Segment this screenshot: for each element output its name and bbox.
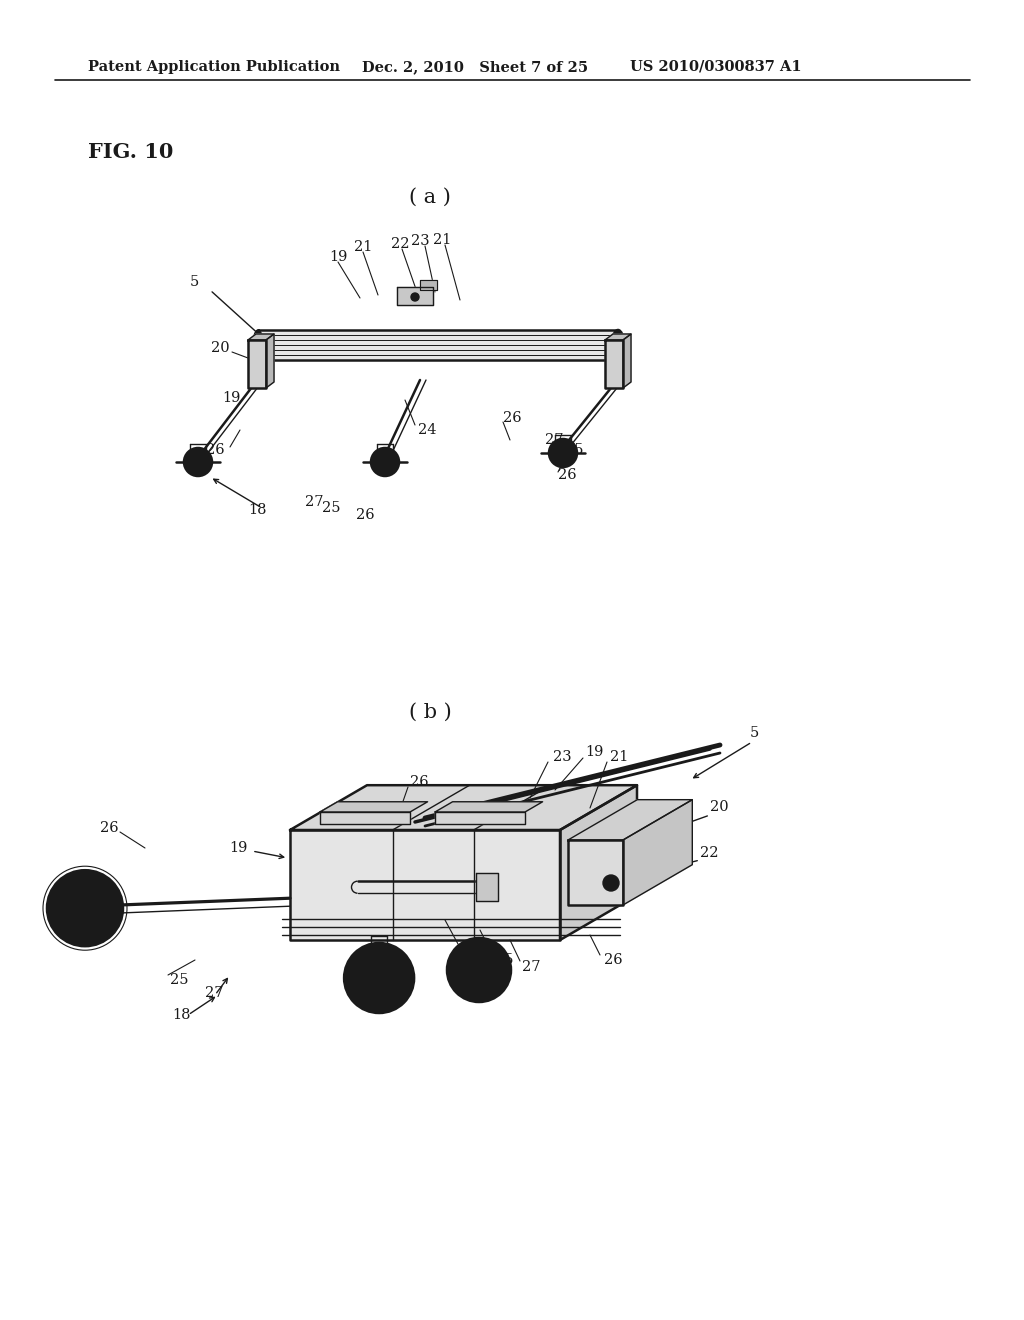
Text: 20: 20 [710, 800, 729, 814]
Polygon shape [435, 801, 543, 812]
Circle shape [344, 942, 414, 1012]
Text: 22: 22 [700, 846, 719, 861]
Circle shape [380, 457, 390, 467]
Text: 20: 20 [211, 341, 230, 355]
Ellipse shape [612, 330, 624, 360]
Polygon shape [623, 334, 631, 388]
Circle shape [476, 968, 482, 973]
Text: 23: 23 [411, 234, 429, 248]
Text: 25: 25 [565, 444, 584, 457]
Text: 24: 24 [418, 422, 436, 437]
Text: Dec. 2, 2010   Sheet 7 of 25: Dec. 2, 2010 Sheet 7 of 25 [362, 59, 588, 74]
Polygon shape [319, 812, 410, 824]
Text: 25: 25 [322, 502, 341, 515]
Text: 23: 23 [553, 750, 571, 764]
Circle shape [603, 875, 618, 891]
Circle shape [47, 870, 123, 946]
Text: 27: 27 [522, 960, 541, 974]
Text: 26: 26 [604, 953, 623, 968]
Text: 19: 19 [585, 744, 603, 759]
Text: 21: 21 [354, 240, 372, 253]
Polygon shape [397, 286, 433, 305]
Polygon shape [605, 334, 631, 341]
Text: 26: 26 [558, 469, 577, 482]
Text: 27: 27 [545, 433, 563, 447]
Text: 18: 18 [248, 503, 266, 517]
Circle shape [447, 939, 511, 1002]
Text: FIG. 10: FIG. 10 [88, 143, 173, 162]
Polygon shape [605, 341, 623, 388]
Circle shape [73, 896, 97, 920]
Text: 18: 18 [172, 1008, 190, 1022]
Text: 5: 5 [750, 726, 759, 741]
Text: 25: 25 [495, 953, 513, 968]
Text: 19: 19 [229, 841, 248, 855]
Polygon shape [248, 334, 274, 341]
Text: 26: 26 [356, 508, 375, 521]
Circle shape [558, 447, 568, 458]
Text: 21: 21 [610, 750, 629, 764]
Polygon shape [568, 800, 692, 840]
Text: 26: 26 [207, 444, 225, 457]
Polygon shape [258, 330, 618, 360]
Text: Patent Application Publication: Patent Application Publication [88, 59, 340, 74]
Text: 21: 21 [460, 942, 478, 957]
Text: 27: 27 [305, 495, 324, 510]
Polygon shape [319, 801, 428, 812]
Text: 26: 26 [362, 993, 381, 1007]
Polygon shape [266, 334, 274, 388]
Polygon shape [560, 785, 637, 940]
Text: 26: 26 [503, 411, 521, 425]
Polygon shape [248, 341, 266, 388]
Text: 5: 5 [190, 275, 200, 289]
Circle shape [369, 968, 389, 987]
Text: 26: 26 [410, 775, 429, 789]
Text: 27: 27 [205, 986, 223, 1001]
Polygon shape [435, 812, 525, 824]
Polygon shape [290, 830, 560, 940]
Circle shape [193, 457, 203, 467]
Circle shape [184, 447, 212, 477]
Circle shape [469, 960, 489, 979]
Text: ( a ): ( a ) [409, 187, 451, 206]
Text: 26: 26 [100, 821, 119, 836]
Text: ( b ): ( b ) [409, 702, 452, 722]
Circle shape [371, 447, 399, 477]
Polygon shape [290, 785, 637, 830]
Circle shape [81, 904, 89, 912]
Text: 21: 21 [433, 234, 452, 247]
Polygon shape [420, 280, 437, 290]
Circle shape [549, 440, 577, 467]
Polygon shape [623, 800, 692, 906]
Circle shape [608, 880, 614, 886]
Ellipse shape [253, 330, 263, 360]
Text: 19: 19 [222, 391, 241, 405]
Circle shape [411, 293, 419, 301]
Text: 22: 22 [391, 238, 410, 251]
Circle shape [376, 975, 382, 981]
Text: US 2010/0300837 A1: US 2010/0300837 A1 [630, 59, 802, 74]
Text: 19: 19 [329, 249, 347, 264]
Text: 25: 25 [170, 973, 188, 987]
Polygon shape [476, 874, 499, 902]
Polygon shape [568, 840, 623, 906]
